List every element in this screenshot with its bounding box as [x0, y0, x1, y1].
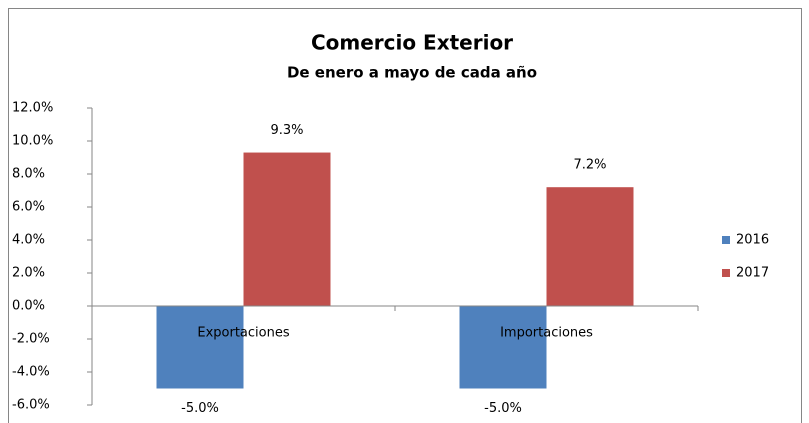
y-tick-label: 12.0%: [12, 101, 53, 116]
y-tick-label: -2.0%: [12, 332, 50, 347]
chart-subtitle: De enero a mayo de cada año: [287, 64, 537, 82]
chart-title: Comercio Exterior: [311, 31, 513, 55]
data-label: 7.2%: [573, 158, 606, 173]
legend-swatch: [722, 269, 730, 277]
data-label: -5.0%: [484, 401, 522, 416]
y-tick-label: -4.0%: [12, 365, 50, 380]
bar: [156, 306, 244, 389]
y-tick-label: 4.0%: [12, 233, 45, 248]
x-tick-label: Exportaciones: [197, 326, 289, 341]
x-tick-label: Importaciones: [500, 326, 593, 341]
bar: [243, 152, 331, 306]
data-label: 9.3%: [270, 123, 303, 138]
y-tick-label: 10.0%: [12, 134, 53, 149]
y-tick-label: 8.0%: [12, 167, 45, 182]
bar: [459, 306, 547, 389]
legend-label: 2016: [736, 233, 769, 248]
y-tick-label: 6.0%: [12, 200, 45, 215]
legend-swatch: [722, 236, 730, 244]
legend-label: 2017: [736, 266, 769, 281]
bar: [546, 187, 634, 306]
y-tick-label: 0.0%: [12, 299, 45, 314]
y-tick-label: 2.0%: [12, 266, 45, 281]
chart-border: [8, 8, 802, 423]
data-label: -5.0%: [181, 401, 219, 416]
y-tick-label: -6.0%: [12, 398, 50, 413]
